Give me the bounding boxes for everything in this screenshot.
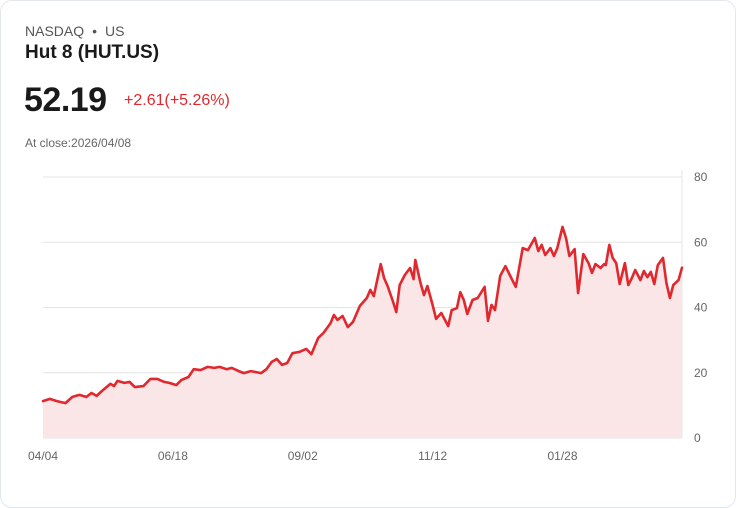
price: 52.19 xyxy=(24,81,107,119)
x-tick-label: 04/04 xyxy=(28,449,58,463)
y-tick-label: 60 xyxy=(694,235,708,249)
y-tick-label: 20 xyxy=(694,366,708,380)
y-tick-label: 80 xyxy=(694,170,708,184)
exchange: NASDAQ xyxy=(25,23,85,39)
x-tick-label: 09/02 xyxy=(288,449,318,463)
separator-dot: • xyxy=(92,23,98,39)
y-tick-label: 40 xyxy=(694,301,708,315)
price-change: +2.61(+5.26%) xyxy=(124,92,230,109)
area-fill xyxy=(43,226,682,438)
y-tick-label: 0 xyxy=(694,431,701,445)
price-line xyxy=(41,225,684,405)
exchange-line: NASDAQ • US xyxy=(25,23,124,39)
close-date: At close:2026/04/08 xyxy=(25,136,132,150)
stock-title: Hut 8 (HUT.US) xyxy=(25,42,160,63)
x-tick-label: 01/28 xyxy=(547,449,577,463)
x-tick-label: 06/18 xyxy=(158,449,188,463)
x-tick-label: 11/12 xyxy=(418,449,447,463)
country: US xyxy=(105,23,125,39)
